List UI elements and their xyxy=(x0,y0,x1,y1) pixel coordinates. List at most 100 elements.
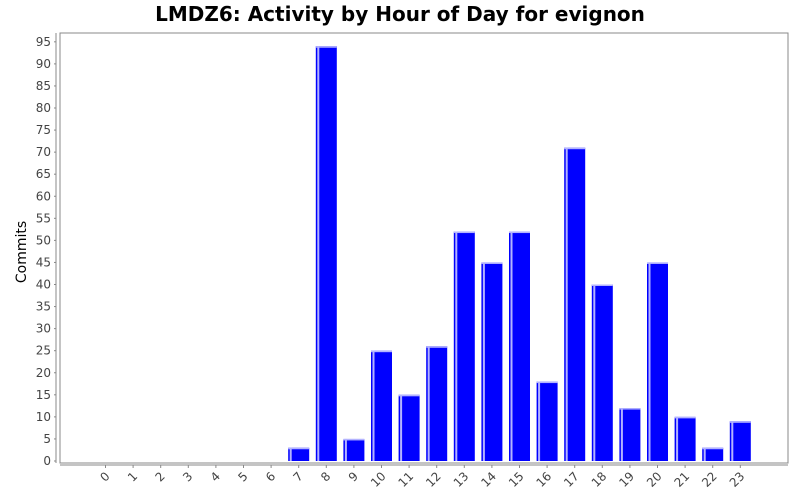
y-tick-label: 45 xyxy=(36,255,51,269)
y-tick-label: 25 xyxy=(36,344,51,358)
bar-top-edge xyxy=(371,350,392,353)
bar-hour-18 xyxy=(591,284,613,461)
x-tick-label: 13 xyxy=(451,469,472,490)
bar-hour-17 xyxy=(564,147,586,461)
y-tick-label: 35 xyxy=(36,300,51,314)
y-tick-label: 65 xyxy=(36,167,51,181)
y-tick-label: 0 xyxy=(43,454,51,468)
bar-top-edge xyxy=(564,147,586,150)
y-tick-label: 60 xyxy=(36,189,51,203)
y-axis: 0 5 10 15 20 25 30 35 40 45 50 55 60 65 70 75 80 85 90 95 xyxy=(36,33,57,468)
y-tick-label: 10 xyxy=(36,410,51,424)
y-tick-label: 30 xyxy=(36,322,51,336)
y-tick-label: 75 xyxy=(36,123,51,137)
bar-hour-19 xyxy=(619,408,641,461)
bar-highlight xyxy=(482,262,485,461)
bar-top-edge xyxy=(729,421,751,423)
x-tick-label: 15 xyxy=(506,469,527,490)
bar-hour-7 xyxy=(288,447,310,461)
y-tick-label: 90 xyxy=(36,57,51,71)
y-tick-label: 40 xyxy=(36,278,51,292)
bar-top-edge xyxy=(619,408,641,410)
bar-hour-14 xyxy=(481,262,503,461)
bar-top-edge xyxy=(647,262,668,264)
bar-highlight xyxy=(344,438,347,461)
x-tick-label: 16 xyxy=(534,469,555,490)
x-tick-label: 20 xyxy=(644,469,665,490)
plot-frame xyxy=(59,32,789,464)
bar-hour-10 xyxy=(371,350,392,461)
x-tick-label: 6 xyxy=(263,469,278,484)
bar-highlight xyxy=(648,262,651,461)
y-tick-label: 15 xyxy=(36,388,51,402)
bar-top-edge xyxy=(702,447,724,450)
plot-area xyxy=(59,32,789,464)
bar-hour-15 xyxy=(509,231,530,461)
bar-highlight xyxy=(676,416,679,461)
y-tick-label: 50 xyxy=(36,233,51,247)
x-tick-label: 18 xyxy=(589,469,610,490)
x-tick-label: 12 xyxy=(423,469,444,490)
y-tick-label: 5 xyxy=(43,432,51,446)
x-tick-label: 7 xyxy=(291,469,306,484)
bar-highlight xyxy=(538,381,541,461)
bar-hour-21 xyxy=(674,416,696,461)
bar-highlight xyxy=(510,231,513,461)
bar-highlight xyxy=(731,421,734,461)
x-tick-label: 14 xyxy=(478,469,499,490)
bar-top-edge xyxy=(509,231,530,234)
bar-highlight xyxy=(427,346,430,461)
bar-hour-13 xyxy=(453,231,475,461)
x-tick-label: 9 xyxy=(346,469,361,484)
bar-highlight xyxy=(565,147,568,461)
bar-hour-11 xyxy=(398,394,420,461)
bar-hour-16 xyxy=(536,381,558,461)
x-tick-label: 21 xyxy=(672,469,693,490)
bar-top-edge xyxy=(398,394,420,397)
x-axis: 0 1 2 3 4 5 6 7 8 9 10 11 12 13 14 15 16 17 18 19 20 21 22 23 xyxy=(60,464,788,490)
bar-hour-12 xyxy=(426,346,448,461)
bar-hour-23 xyxy=(729,421,751,461)
bar-highlight xyxy=(289,447,292,461)
bar-highlight xyxy=(400,394,403,461)
y-tick-label: 95 xyxy=(36,35,51,49)
bars xyxy=(288,46,751,461)
bar-top-edge xyxy=(343,438,365,441)
chart-title: LMDZ6: Activity by Hour of Day for evign… xyxy=(155,2,645,26)
bar-hour-22 xyxy=(702,447,724,461)
bar-hour-9 xyxy=(343,438,365,461)
bar-top-edge xyxy=(288,447,310,450)
bar-top-edge xyxy=(453,231,475,234)
y-tick-label: 20 xyxy=(36,366,51,380)
x-tick-label: 2 xyxy=(153,469,168,484)
bar-highlight xyxy=(593,284,596,461)
y-tick-label: 55 xyxy=(36,211,51,225)
x-tick-label: 10 xyxy=(368,469,389,490)
x-tick-label: 1 xyxy=(125,469,140,484)
bar-highlight xyxy=(317,46,320,461)
x-tick-label: 11 xyxy=(396,469,417,490)
x-tick-label: 8 xyxy=(318,469,333,484)
y-axis-title: Commits xyxy=(14,221,30,283)
bar-top-edge xyxy=(591,284,613,287)
x-tick-label: 22 xyxy=(699,469,720,490)
bar-highlight xyxy=(703,447,706,461)
bar-top-edge xyxy=(426,346,448,348)
bar-top-edge xyxy=(674,416,696,419)
x-tick-label: 17 xyxy=(561,469,582,490)
x-tick-label: 19 xyxy=(616,469,637,490)
bar-top-edge xyxy=(536,381,558,384)
bar-top-edge xyxy=(481,262,503,264)
x-tick-label: 4 xyxy=(208,469,223,484)
bar-highlight xyxy=(620,408,623,461)
y-tick-label: 85 xyxy=(36,79,51,93)
bar-hour-20 xyxy=(647,262,668,461)
bar-hour-8 xyxy=(315,46,337,461)
x-tick-label: 3 xyxy=(180,469,195,484)
bar-top-edge xyxy=(315,46,337,48)
y-tick-label: 80 xyxy=(36,101,51,115)
x-tick-label: 23 xyxy=(727,469,748,490)
y-tick-label: 70 xyxy=(36,145,51,159)
x-tick-label: 0 xyxy=(97,469,112,484)
